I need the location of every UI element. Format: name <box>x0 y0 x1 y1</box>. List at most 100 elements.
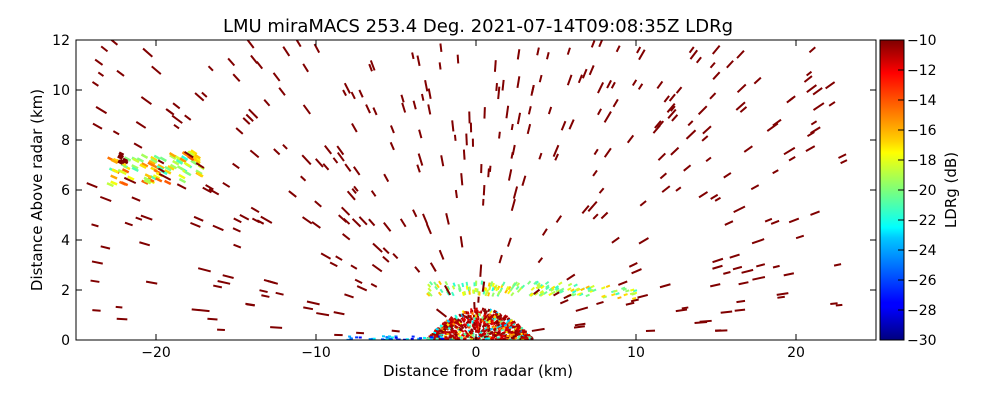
ldr-echo <box>598 40 604 48</box>
ldr-echo <box>370 282 378 288</box>
ldr-echo <box>353 185 359 192</box>
ldr-echo <box>193 158 201 165</box>
plot-frame <box>75 39 877 341</box>
ldr-echo <box>140 153 149 159</box>
ldr-echo <box>743 145 753 153</box>
ldr-echo <box>465 133 468 146</box>
ldr-echo <box>372 242 383 253</box>
ldr-echo <box>122 157 129 163</box>
ldr-echo <box>176 157 184 164</box>
ldr-echo <box>543 291 548 295</box>
colorbar-label: LDRg (dB) <box>942 152 960 228</box>
ldr-echo <box>566 47 571 55</box>
ldr-echo <box>468 315 472 319</box>
ldr-echo <box>217 279 231 285</box>
ldr-echo <box>491 287 495 292</box>
ldr-echo <box>133 142 143 149</box>
ldr-echo <box>119 169 127 176</box>
ldr-echo <box>250 54 258 65</box>
ldr-echo <box>91 223 99 228</box>
ldr-echo <box>482 324 486 328</box>
ldr-echo <box>167 165 175 171</box>
ldr-echo <box>490 319 494 323</box>
ldr-echo <box>540 285 545 290</box>
ldr-echo <box>489 327 494 331</box>
ldr-echo <box>250 206 260 214</box>
colorbar-tick-label: −18 <box>907 153 937 169</box>
ldr-echo <box>688 46 695 54</box>
x-axis: −20 −10 0 10 20 <box>141 40 805 361</box>
ldr-echo <box>739 106 748 113</box>
ldr-echo <box>495 286 499 292</box>
ldr-echo <box>548 292 553 297</box>
ldr-echo <box>537 257 544 264</box>
ldr-echo <box>656 80 664 90</box>
ldr-echo <box>497 317 502 321</box>
ldr-echo <box>610 81 616 89</box>
ldr-echo <box>559 289 564 294</box>
ldr-echo <box>207 317 218 321</box>
ldr-echo <box>260 215 273 224</box>
x-tick-label: 20 <box>787 345 805 361</box>
ldr-echo <box>116 69 125 77</box>
ldr-echo <box>157 163 165 170</box>
ldr-echo <box>833 263 842 267</box>
ldr-echo <box>617 296 622 300</box>
ldr-echo <box>697 105 708 116</box>
ldr-echo <box>482 184 486 196</box>
ldr-echo <box>625 289 630 293</box>
ldr-echo <box>233 217 242 224</box>
ldr-echo <box>463 336 467 339</box>
ldr-echo <box>429 281 434 286</box>
ldr-echo <box>491 292 495 297</box>
ldr-echo <box>173 123 180 130</box>
ldr-echo <box>300 175 307 182</box>
ldr-echo <box>144 173 152 179</box>
ldr-echo <box>467 286 471 292</box>
ldr-echo <box>683 164 692 172</box>
ldr-echo <box>459 236 464 248</box>
ldr-echo <box>123 176 137 185</box>
ldr-echo <box>487 282 491 287</box>
ldr-echo <box>812 87 823 96</box>
ldr-echo <box>205 184 214 191</box>
ldr-echo <box>485 322 489 327</box>
ldr-echo <box>488 335 492 339</box>
ldr-echo <box>466 323 470 327</box>
ldr-echo <box>508 326 513 330</box>
ldr-echo <box>631 268 642 275</box>
ldr-echo <box>443 331 447 334</box>
ldr-echo <box>155 177 163 183</box>
ldr-echo <box>461 310 465 314</box>
ldr-echo <box>207 65 214 72</box>
ldr-echo <box>458 330 462 334</box>
ldr-echo <box>86 182 98 189</box>
ldr-echo <box>507 328 511 331</box>
ldr-echo <box>164 165 172 172</box>
ldr-echo <box>456 54 460 64</box>
ldr-echo <box>202 186 212 194</box>
ldr-echo <box>368 63 373 72</box>
ldr-echo <box>600 211 609 220</box>
ldr-echo <box>342 233 351 241</box>
ldr-echo <box>506 319 511 323</box>
ldr-echo <box>194 92 205 102</box>
ldr-echo <box>712 71 721 81</box>
ldr-echo <box>481 307 485 311</box>
ldr-echo <box>416 55 421 67</box>
ldr-echo <box>776 292 789 296</box>
ldr-echo <box>445 325 449 329</box>
ldr-echo <box>736 49 745 59</box>
ldr-echo <box>729 253 740 259</box>
ldr-echo <box>601 286 606 290</box>
ldr-echo <box>196 171 204 178</box>
ldr-echo <box>450 319 455 323</box>
ldr-echo <box>418 129 423 139</box>
ldr-echo <box>227 57 236 67</box>
ldr-echo <box>484 333 489 337</box>
ldr-echo <box>427 283 432 288</box>
ldr-echo <box>447 331 451 334</box>
ldr-echo <box>732 265 743 271</box>
ldr-echo <box>530 286 535 291</box>
ldr-echo <box>212 224 224 232</box>
